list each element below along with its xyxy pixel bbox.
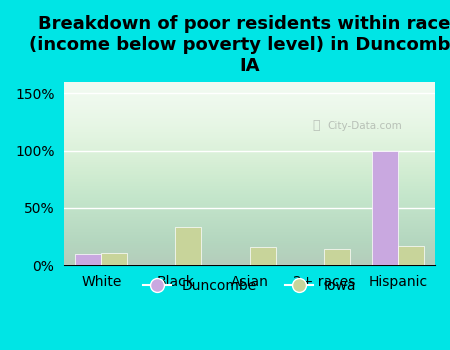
Text: City-Data.com: City-Data.com [328,121,402,131]
Bar [398,246,424,265]
Text: ⦿: ⦿ [313,119,320,132]
Bar [324,249,350,265]
Bar [250,247,275,265]
Legend: Duncombe, Iowa: Duncombe, Iowa [137,273,362,299]
Bar [101,253,127,265]
Bar [176,227,202,265]
Bar [372,150,398,265]
Bar [75,254,101,265]
Title: Breakdown of poor residents within races
(income below poverty level) in Duncomb: Breakdown of poor residents within races… [29,15,450,75]
